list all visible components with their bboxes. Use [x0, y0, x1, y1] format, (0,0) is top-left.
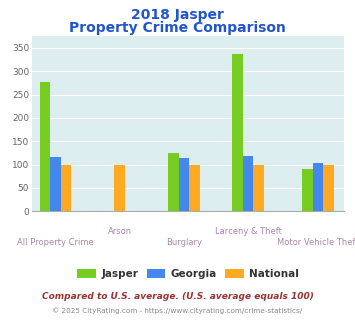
Text: Burglary: Burglary: [166, 238, 202, 247]
Bar: [323, 165, 334, 211]
Legend: Jasper, Georgia, National: Jasper, Georgia, National: [73, 264, 303, 283]
Text: Arson: Arson: [108, 227, 132, 236]
Bar: [50, 157, 61, 211]
Bar: [114, 165, 125, 211]
Text: Property Crime Comparison: Property Crime Comparison: [69, 21, 286, 35]
Bar: [302, 169, 313, 211]
Bar: [189, 165, 200, 211]
Text: Larceny & Theft: Larceny & Theft: [214, 227, 282, 236]
Bar: [253, 165, 264, 211]
Bar: [313, 163, 323, 211]
Bar: [243, 156, 253, 211]
Bar: [61, 165, 71, 211]
Text: Compared to U.S. average. (U.S. average equals 100): Compared to U.S. average. (U.S. average …: [42, 292, 313, 301]
Text: 2018 Jasper: 2018 Jasper: [131, 8, 224, 22]
Bar: [168, 153, 179, 211]
Bar: [232, 54, 243, 211]
Bar: [39, 82, 50, 211]
Text: Motor Vehicle Theft: Motor Vehicle Theft: [277, 238, 355, 247]
Bar: [179, 158, 189, 211]
Text: © 2025 CityRating.com - https://www.cityrating.com/crime-statistics/: © 2025 CityRating.com - https://www.city…: [53, 308, 302, 314]
Text: All Property Crime: All Property Crime: [17, 238, 94, 247]
